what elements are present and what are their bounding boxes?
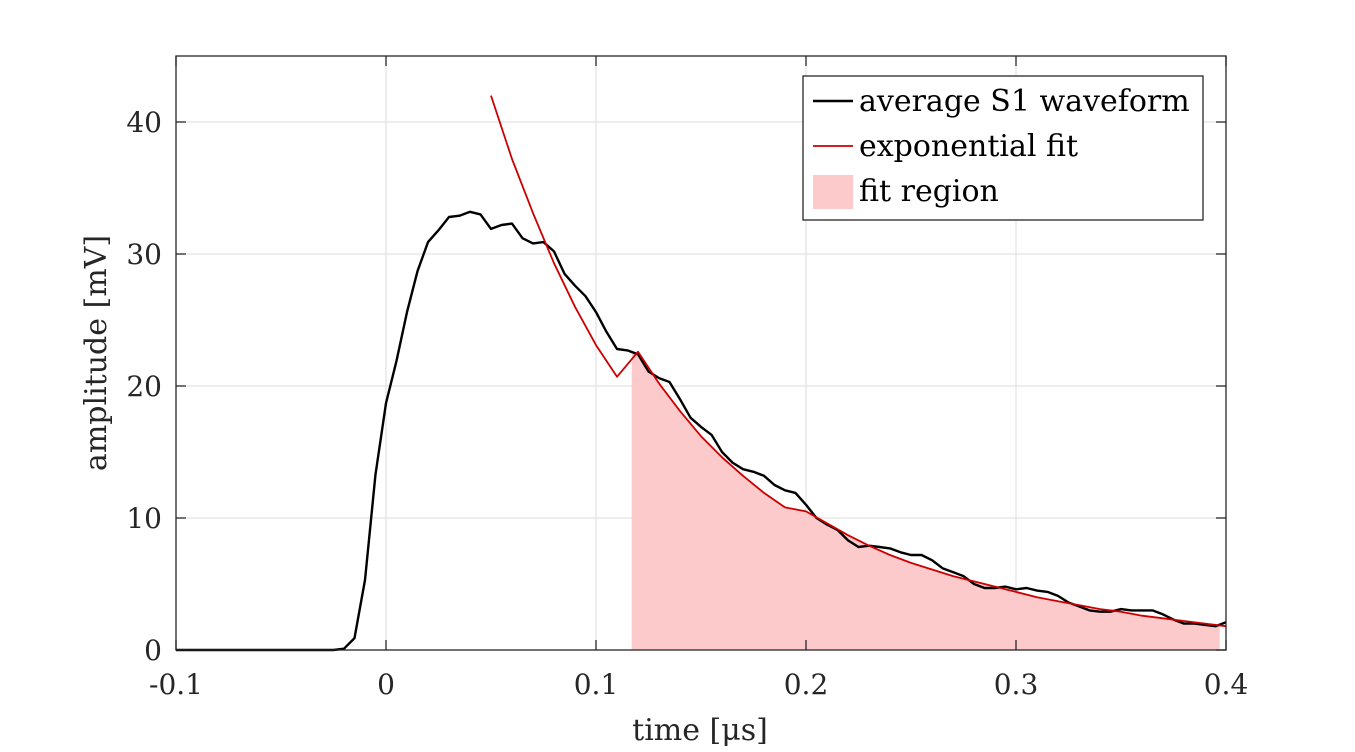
legend-label: fit region xyxy=(859,174,999,209)
x-axis-title: time [μs] xyxy=(632,713,768,748)
y-tick-label: 30 xyxy=(126,238,162,271)
axes-frame xyxy=(175,55,1227,651)
legend-label: average S1 waveform xyxy=(859,84,1190,119)
x-tick-label: 0.1 xyxy=(574,668,619,701)
exponential-fit-line xyxy=(490,95,1227,628)
x-tick-label: 0.2 xyxy=(784,668,829,701)
y-tick-label: 10 xyxy=(126,502,162,535)
x-tick-label: 0 xyxy=(377,668,395,701)
x-tick-label: 0.4 xyxy=(1204,668,1249,701)
y-tick-label: 40 xyxy=(126,106,162,139)
plot-area xyxy=(176,95,1227,652)
legend-swatch-fit-region xyxy=(813,175,853,209)
y-axis-title: amplitude [mV] xyxy=(79,235,114,471)
fit-region-patch xyxy=(631,351,1220,650)
y-tick-label: 0 xyxy=(144,634,162,667)
legend-box xyxy=(802,75,1204,221)
x-tick-label: -0.1 xyxy=(149,668,203,701)
legend: average S1 waveform exponential fit fit re… xyxy=(802,75,1204,221)
y-tick-label: 20 xyxy=(126,370,162,403)
x-tick-label: 0.3 xyxy=(994,668,1039,701)
legend-label: exponential fit xyxy=(859,129,1078,164)
